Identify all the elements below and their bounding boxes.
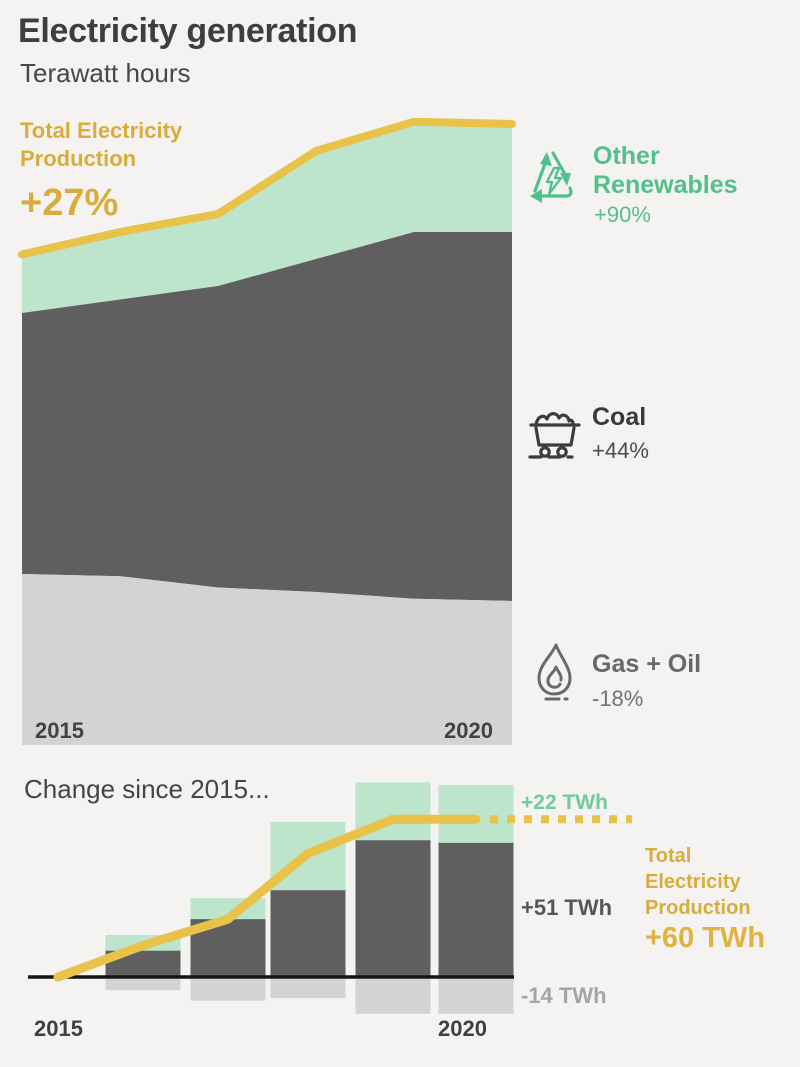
total-production-annotation-value: +27%: [20, 182, 119, 224]
bar-chart-renewables-value: +22 TWh: [521, 791, 608, 814]
area-series-renewables: [22, 121, 512, 313]
bar-gas-oil-2020: [438, 979, 514, 1014]
recycle-bolt-icon: [530, 151, 573, 203]
legend-renewables-change: +90%: [594, 202, 651, 227]
bar-coal-2018: [270, 890, 346, 977]
bar-gas-oil-2016: [105, 979, 181, 991]
bar-renewables-2020: [438, 785, 514, 843]
bar-chart-coal-value: +51 TWh: [521, 895, 613, 920]
legend-coal-label: Coal: [592, 403, 647, 431]
bar-chart-title: Change since 2015...: [24, 774, 270, 804]
bar-coal-2019: [355, 840, 431, 977]
bar-coal-2020: [438, 842, 514, 977]
area-chart-axis-year-start: 2015: [35, 718, 84, 743]
legend-coal-change: +44%: [592, 438, 649, 463]
total-production-annotation-label: Total Electricity Production: [20, 118, 183, 171]
area-chart-axis-year-end: 2020: [444, 718, 493, 743]
legend-gas-oil-label: Gas + Oil: [592, 650, 702, 678]
bar-chart-axis-year-end: 2020: [438, 1016, 487, 1041]
bar-chart-total-value: +60 TWh: [645, 922, 766, 954]
bar-chart-total-label: Total Electricity Production: [645, 845, 751, 919]
legend-renewables-label: Other Renewables: [593, 142, 738, 199]
flame-icon: [537, 643, 572, 701]
page-subtitle: Terawatt hours: [20, 58, 191, 88]
area-series-coal: [22, 232, 512, 601]
bar-gas-oil-2017: [190, 979, 266, 1001]
total-change-line: [53, 814, 481, 982]
area-series-gas-oil: [22, 574, 512, 745]
total-production-line: [18, 117, 516, 259]
page-title: Electricity generation: [18, 12, 358, 50]
bar-gas-oil-2019: [355, 979, 431, 1014]
bar-chart-gas-oil-value: -14 TWh: [521, 983, 607, 1008]
bar-gas-oil-2018: [270, 979, 346, 999]
legend-gas-oil-change: -18%: [592, 686, 644, 711]
bar-chart-axis-year-start: 2015: [34, 1016, 83, 1041]
coal-cart-icon: [528, 412, 581, 459]
